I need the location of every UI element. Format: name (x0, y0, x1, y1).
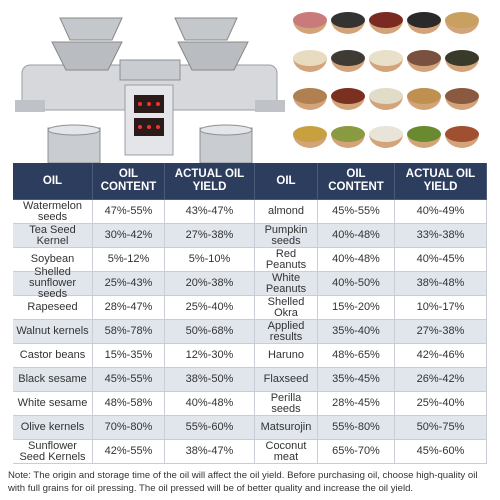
table-cell: 45%-60% (395, 440, 487, 464)
table-cell: 5%-12% (93, 248, 165, 272)
table-cell: 42%-46% (395, 344, 487, 368)
table-cell: Rapeseed (13, 296, 93, 320)
table-cell: 30%-42% (93, 224, 165, 248)
table-cell: Flaxseed (255, 368, 318, 392)
table-cell: 48%-58% (93, 392, 165, 416)
table-cell: 50%-68% (165, 320, 255, 344)
table-cell: almond (255, 200, 318, 224)
product-photo (15, 12, 479, 163)
table-cell: 45%-55% (93, 368, 165, 392)
table-cell: 5%-10% (165, 248, 255, 272)
header-cell: ACTUAL OIL YIELD (165, 163, 255, 200)
table-cell: 28%-47% (93, 296, 165, 320)
table-cell: 27%-38% (165, 224, 255, 248)
table-cell: Watermelon seeds (13, 200, 93, 224)
table-cell: Applied results (255, 320, 318, 344)
oil-yield-table: OIL OIL CONTENT ACTUAL OIL YIELD OIL OIL CON… (13, 163, 487, 464)
table-cell: 25%-40% (165, 296, 255, 320)
header-cell: OIL (255, 163, 318, 200)
table-cell: 38%-48% (395, 272, 487, 296)
table-cell: Haruno (255, 344, 318, 368)
table-cell: Coconut meat (255, 440, 318, 464)
table-cell: 38%-47% (165, 440, 255, 464)
table-cell: Soybean (13, 248, 93, 272)
table-cell: White sesame (13, 392, 93, 416)
table-cell: 48%-65% (318, 344, 395, 368)
table-cell: 15%-20% (318, 296, 395, 320)
table-cell: 26%-42% (395, 368, 487, 392)
table-cell: White Peanuts (255, 272, 318, 296)
header-cell: OIL CONTENT (318, 163, 395, 200)
table-cell: 40%-49% (395, 200, 487, 224)
header-cell: OIL (13, 163, 93, 200)
table-cell: Red Peanuts (255, 248, 318, 272)
table-cell: 65%-70% (318, 440, 395, 464)
table-cell: 40%-48% (165, 392, 255, 416)
table-cell: 58%-78% (93, 320, 165, 344)
table-cell: 35%-40% (318, 320, 395, 344)
table-cell: 20%-38% (165, 272, 255, 296)
header-cell: OIL CONTENT (93, 163, 165, 200)
table-cell: Pumpkin seeds (255, 224, 318, 248)
table-cell: Sunflower Seed Kernels (13, 440, 93, 464)
table-cell: 47%-55% (93, 200, 165, 224)
table-cell: 15%-35% (93, 344, 165, 368)
table-cell: Perilla seeds (255, 392, 318, 416)
table-cell: 27%-38% (395, 320, 487, 344)
table-cell: 25%-43% (93, 272, 165, 296)
table-cell: Walnut kernels (13, 320, 93, 344)
table-cell: 45%-55% (318, 200, 395, 224)
table-cell: Olive kernels (13, 416, 93, 440)
table-cell: 38%-50% (165, 368, 255, 392)
table-cell: 10%-17% (395, 296, 487, 320)
table-cell: 40%-48% (318, 248, 395, 272)
table-cell: 35%-45% (318, 368, 395, 392)
table-cell: Matsurojin (255, 416, 318, 440)
note: Note: The origin and storage time of the… (8, 470, 478, 494)
table-cell: Castor beans (13, 344, 93, 368)
table-cell: 43%-47% (165, 200, 255, 224)
table-cell: 28%-45% (318, 392, 395, 416)
table-cell: 40%-45% (395, 248, 487, 272)
table-cell: 33%-38% (395, 224, 487, 248)
table-cell: 55%-80% (318, 416, 395, 440)
table-cell: 55%-60% (165, 416, 255, 440)
table-cell: 25%-40% (395, 392, 487, 416)
table-cell: Tea Seed Kernel (13, 224, 93, 248)
seed-bowls (293, 12, 479, 148)
table-cell: 50%-75% (395, 416, 487, 440)
table-cell: 70%-80% (93, 416, 165, 440)
table-cell: 40%-50% (318, 272, 395, 296)
table-cell: Shelled Okra (255, 296, 318, 320)
table-cell: 12%-30% (165, 344, 255, 368)
table-cell: 42%-55% (93, 440, 165, 464)
header-cell: ACTUAL OIL YIELD (395, 163, 487, 200)
oil-press-machine (15, 17, 285, 163)
table-cell: Shelled sunflower seeds (13, 267, 93, 300)
table-cell: 40%-48% (318, 224, 395, 248)
table-cell: Black sesame (13, 368, 93, 392)
